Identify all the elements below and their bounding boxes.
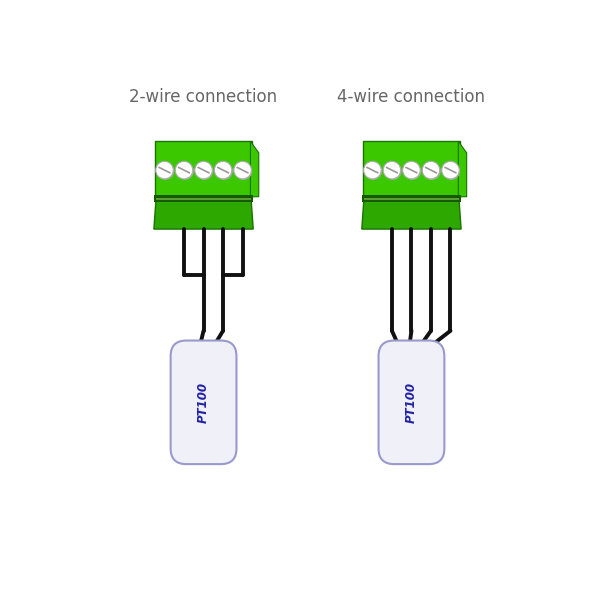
Text: HI: HI [427, 236, 437, 245]
Circle shape [175, 161, 193, 179]
Text: LO: LO [386, 236, 395, 245]
Polygon shape [362, 197, 461, 229]
FancyBboxPatch shape [170, 341, 236, 464]
Circle shape [196, 162, 213, 180]
Circle shape [156, 161, 173, 179]
Circle shape [365, 162, 382, 180]
Text: 4-wire connection: 4-wire connection [337, 88, 485, 106]
Text: HI: HI [220, 236, 229, 245]
Circle shape [364, 161, 381, 179]
Circle shape [215, 162, 233, 180]
Circle shape [383, 161, 401, 179]
Text: LO: LO [199, 236, 208, 245]
Circle shape [384, 162, 401, 180]
Circle shape [422, 161, 440, 179]
Circle shape [423, 162, 440, 180]
FancyBboxPatch shape [379, 341, 445, 464]
Text: 2-wire connection: 2-wire connection [130, 88, 278, 106]
Text: PT100: PT100 [197, 382, 210, 423]
Circle shape [176, 162, 194, 180]
Bar [363, 141, 460, 197]
Bar [156, 197, 251, 200]
Bar [155, 141, 252, 197]
Circle shape [442, 161, 459, 179]
Circle shape [443, 162, 460, 180]
Bar [154, 196, 253, 202]
Text: sense: sense [205, 244, 223, 250]
Circle shape [404, 162, 421, 180]
Polygon shape [154, 197, 253, 229]
Text: LO: LO [178, 236, 188, 245]
Text: HI: HI [448, 236, 457, 245]
Circle shape [234, 161, 251, 179]
Polygon shape [250, 141, 259, 197]
Circle shape [157, 162, 174, 180]
Circle shape [195, 161, 212, 179]
Bar [364, 197, 459, 200]
Bar [362, 196, 461, 202]
Text: LO: LO [407, 236, 416, 245]
Polygon shape [458, 141, 467, 197]
Text: HI: HI [240, 236, 250, 245]
Circle shape [235, 162, 252, 180]
Circle shape [403, 161, 420, 179]
Text: sense: sense [412, 244, 431, 250]
Text: GND: GND [155, 236, 169, 245]
Circle shape [214, 161, 232, 179]
Text: PT100: PT100 [405, 382, 418, 423]
Text: GND: GND [363, 236, 377, 245]
